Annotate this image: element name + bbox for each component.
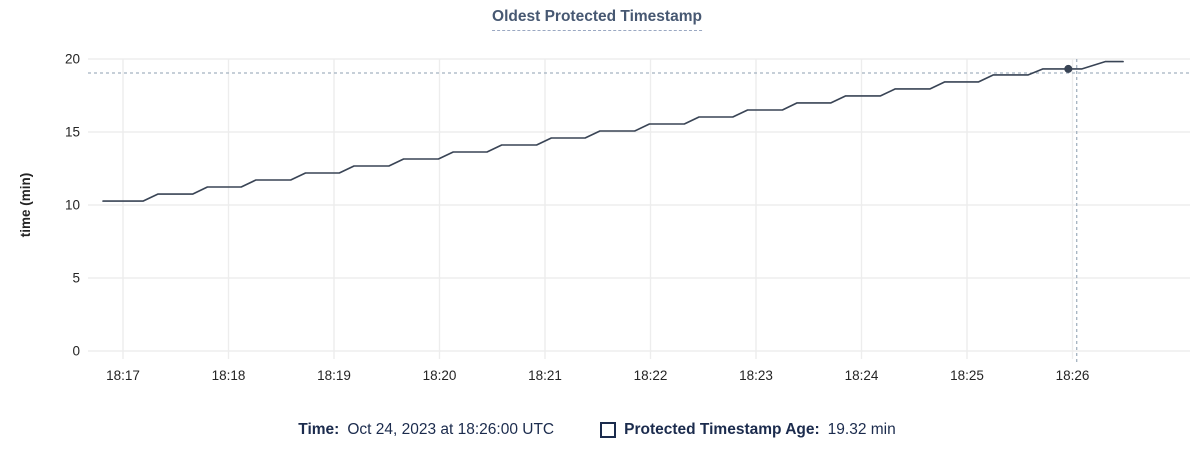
series-checkbox[interactable]: [600, 422, 617, 438]
x-tick-label: 18:25: [950, 368, 984, 383]
x-tick-label: 18:26: [1056, 368, 1090, 383]
time-label: Time:: [298, 421, 340, 438]
series-line: [102, 60, 1124, 202]
x-tick-label: 18:20: [423, 368, 457, 383]
x-tick-label: 18:23: [739, 368, 773, 383]
x-tick-label: 18:19: [317, 368, 351, 383]
y-tick-label: 20: [65, 52, 80, 67]
x-tick-label: 18:24: [845, 368, 879, 383]
y-axis-title: time (min): [18, 173, 33, 238]
x-tick-label: 18:17: [106, 368, 140, 383]
time-value: Oct 24, 2023 at 18:26:00 UTC: [347, 421, 555, 438]
x-tick-label: 18:22: [634, 368, 668, 383]
hover-legend: Time: Oct 24, 2023 at 18:26:00 UTC Prote…: [0, 420, 1194, 440]
x-tick-label: 18:18: [212, 368, 246, 383]
series-label: Protected Timestamp Age:: [624, 421, 820, 438]
y-tick-label: 0: [72, 344, 80, 359]
y-tick-label: 15: [65, 125, 80, 140]
series-value: 19.32 min: [827, 421, 896, 438]
y-tick-label: 10: [65, 198, 80, 213]
x-tick-label: 18:21: [528, 368, 562, 383]
highlight-dot[interactable]: [1064, 64, 1073, 73]
y-tick-label: 5: [72, 271, 80, 286]
chart-plot-area[interactable]: 0 5 10 15 20 18:17 18:18 18:19 18:20 18:21 18:22 18…: [0, 0, 1194, 400]
chart-title[interactable]: Oldest Protected Timestamp: [492, 8, 702, 31]
